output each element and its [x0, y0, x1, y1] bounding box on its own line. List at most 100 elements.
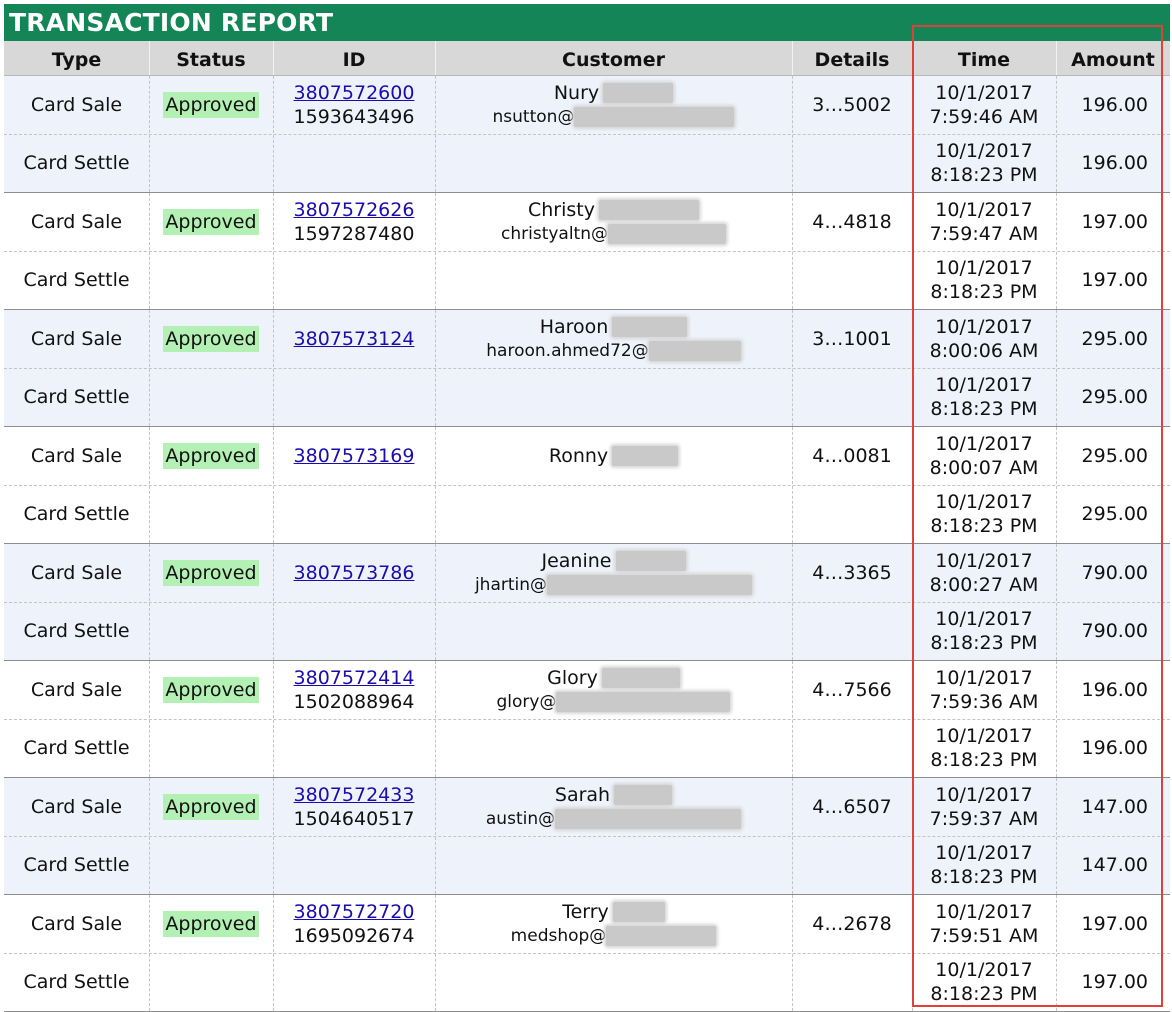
column-header-id[interactable]: ID — [342, 49, 366, 71]
transaction-type: Card Settle — [23, 503, 130, 525]
status-cell: Approved — [149, 76, 273, 134]
card-details: 4…2678 — [812, 913, 892, 935]
transaction-type: Card Settle — [23, 971, 130, 993]
id-cell: 3807572626 1597287480 — [273, 193, 435, 251]
settle-amount: 197.00 — [1081, 269, 1148, 291]
status-badge: Approved — [163, 443, 259, 469]
transaction-id-link[interactable]: 3807573786 — [293, 562, 415, 584]
sale-time: 7:59:36 AM — [929, 691, 1039, 713]
transaction-id-link[interactable]: 3807572626 — [293, 199, 415, 221]
sale-time: 8:00:27 AM — [929, 574, 1039, 596]
redacted-name-block — [601, 668, 680, 688]
settle-time: 8:18:23 PM — [930, 398, 1038, 420]
card-details: 3…5002 — [812, 94, 892, 116]
id-cell: 3807573786 — [273, 544, 435, 602]
column-header-customer[interactable]: Customer — [562, 49, 665, 71]
settle-amount: 196.00 — [1081, 152, 1148, 174]
transaction-id-link[interactable]: 3807573169 — [293, 445, 415, 467]
settle-time-cell: 10/1/2017 8:18:23 PM — [912, 485, 1056, 543]
table-row: Card Sale — [4, 661, 149, 719]
table-row: Card Settle — [4, 953, 149, 1011]
sale-amount: 197.00 — [1081, 913, 1148, 935]
transaction-id-link[interactable]: 3807572433 — [293, 784, 415, 806]
transaction-row-group: Card Sale Approved 3807573124 Haroon har… — [4, 310, 1170, 427]
transaction-id-link[interactable]: 3807572414 — [293, 667, 415, 689]
table-row: Card Sale — [4, 427, 149, 485]
card-details: 4…4818 — [812, 211, 892, 233]
redacted-name-block — [612, 902, 665, 922]
customer-name: Ronny — [548, 445, 609, 467]
table-row: Card Settle — [4, 485, 149, 543]
customer-email: jhartin@ — [474, 575, 548, 595]
redacted-name-block — [615, 551, 686, 571]
column-header-amount[interactable]: Amount — [1071, 49, 1155, 71]
table-row: Card Sale — [4, 193, 149, 251]
transaction-type: Card Sale — [30, 796, 123, 818]
sale-date: 10/1/2017 — [935, 667, 1033, 689]
transaction-id-link[interactable]: 3807572600 — [293, 82, 415, 104]
transaction-type: Card Settle — [23, 620, 130, 642]
id-cell: 3807573169 — [273, 427, 435, 485]
transaction-type: Card Settle — [23, 269, 130, 291]
customer-cell: Ronny — [435, 427, 792, 485]
status-cell: Approved — [149, 310, 273, 368]
id-cell: 3807572720 1695092674 — [273, 895, 435, 953]
transaction-id-link[interactable]: 3807572720 — [293, 901, 415, 923]
settle-amount: 147.00 — [1081, 854, 1148, 876]
customer-name: Christy — [528, 199, 595, 221]
customer-email: christyaltn@ — [501, 224, 608, 244]
transaction-id-link[interactable]: 3807573124 — [293, 328, 415, 350]
sale-date: 10/1/2017 — [935, 316, 1033, 338]
column-header-time[interactable]: Time — [957, 49, 1011, 71]
card-details: 4…0081 — [812, 445, 892, 467]
column-header-status[interactable]: Status — [176, 49, 246, 71]
settle-date: 10/1/2017 — [935, 140, 1033, 162]
settle-time-cell: 10/1/2017 8:18:23 PM — [912, 368, 1056, 426]
settle-time: 8:18:23 PM — [930, 515, 1038, 537]
customer-name: Jeanine — [541, 550, 612, 572]
column-header-details[interactable]: Details — [814, 49, 890, 71]
transaction-row-group: Card Sale Approved 3807572414 1502088964… — [4, 661, 1170, 778]
card-details: 4…6507 — [812, 796, 892, 818]
status-badge: Approved — [163, 560, 259, 586]
settle-time-cell: 10/1/2017 8:18:23 PM — [912, 134, 1056, 192]
redacted-name-block — [612, 317, 688, 337]
table-header: Type Status ID Customer Details Time Amo… — [4, 41, 1170, 76]
sale-amount: 295.00 — [1081, 445, 1148, 467]
redacted-email-block — [574, 107, 735, 127]
sale-date: 10/1/2017 — [935, 199, 1033, 221]
table-row: Card Sale — [4, 76, 149, 134]
redacted-email-block — [606, 926, 717, 946]
transaction-type: Card Settle — [23, 152, 130, 174]
sale-date: 10/1/2017 — [935, 550, 1033, 572]
redacted-name-block — [612, 446, 679, 466]
customer-cell: Christy christyaltn@ — [435, 193, 792, 251]
settle-time: 8:18:23 PM — [930, 749, 1038, 771]
sub-id: 1504640517 — [293, 808, 415, 830]
customer-cell: Sarah austin@ — [435, 778, 792, 836]
column-header-type[interactable]: Type — [51, 49, 102, 71]
redacted-name-block — [603, 83, 674, 103]
sub-id: 1695092674 — [293, 925, 415, 947]
settle-time: 8:18:23 PM — [930, 866, 1038, 888]
customer-email: austin@ — [485, 809, 556, 829]
customer-cell: Jeanine jhartin@ — [435, 544, 792, 602]
settle-amount: 295.00 — [1081, 503, 1148, 525]
sale-time: 8:00:06 AM — [929, 340, 1039, 362]
settle-date: 10/1/2017 — [935, 257, 1033, 279]
settle-time: 8:18:23 PM — [930, 632, 1038, 654]
status-badge: Approved — [163, 794, 259, 820]
transaction-row-group: Card Sale Approved 3807572600 1593643496… — [4, 76, 1170, 193]
sale-date: 10/1/2017 — [935, 784, 1033, 806]
transaction-row-group: Card Sale Approved 3807572720 1695092674… — [4, 895, 1170, 1012]
settle-time-cell: 10/1/2017 8:18:23 PM — [912, 953, 1056, 1011]
table-row: Card Settle — [4, 134, 149, 192]
transaction-row-group: Card Sale Approved 3807573786 Jeanine jh… — [4, 544, 1170, 661]
customer-cell: Terry medshop@ — [435, 895, 792, 953]
redacted-name-block — [599, 200, 699, 220]
sub-id: 1597287480 — [293, 223, 415, 245]
settle-time: 8:18:23 PM — [930, 164, 1038, 186]
transaction-type: Card Settle — [23, 737, 130, 759]
sale-time: 7:59:51 AM — [929, 925, 1039, 947]
sale-amount: 196.00 — [1081, 679, 1148, 701]
